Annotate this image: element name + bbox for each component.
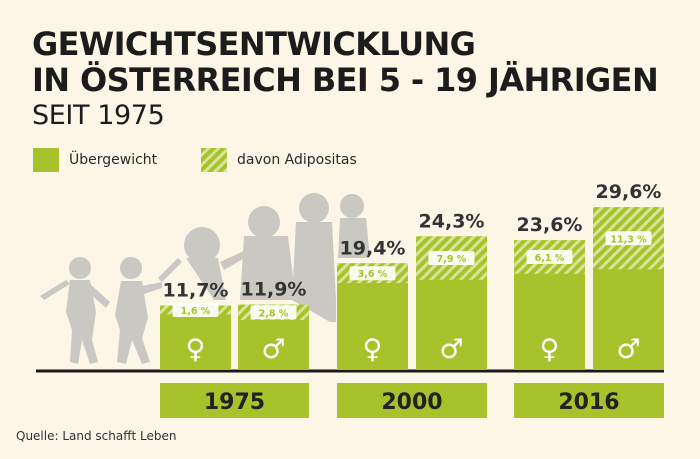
obesity-label-bg [250,305,297,320]
obesity-value-label: 7,9 % [437,254,467,265]
year-box-2016 [514,383,664,418]
female-symbol-icon: ♀ [540,334,560,365]
year-box-1975 [160,383,309,418]
page-subtitle: SEIT 1975 [32,100,165,131]
overweight-value-label: 19,4% [340,237,406,259]
overweight-value-label: 11,9% [241,279,307,301]
legend-swatch-solid [33,148,59,172]
obesity-value-label: 6,1 % [535,253,565,264]
overweight-value-label: 23,6% [517,214,583,236]
overweight-value-label: 29,6% [596,181,662,203]
obesity-label-bg [349,266,396,281]
obesity-label-bg [428,251,475,266]
female-symbol-icon: ♀ [186,334,206,365]
source-note: Quelle: Land schafft Leben [16,429,177,443]
obesity-label-bg [605,231,652,246]
overweight-value-label: 11,7% [163,280,229,302]
obesity-label-bg [172,303,219,318]
bars: 1,6 % 11,7% ♀ 2,8 % 11,9% ♂ 3,6 % 19,4% ♀ 7,9 % 24… [160,181,664,370]
overweight-value-label: 24,3% [419,210,485,232]
legend-label-overweight: Übergewicht [69,152,158,168]
people-silhouettes [40,193,370,364]
obesity-value-label: 11,3 % [610,234,647,245]
legend-label-obesity: davon Adipositas [237,152,357,168]
page-title: GEWICHTSENTWICKLUNG IN ÖSTERREICH BEI 5 … [32,25,659,99]
year-label: 2016 [558,390,619,415]
year-label: 2000 [381,390,442,415]
year-label: 1975 [204,390,265,415]
legend-swatch-hatched [201,148,227,172]
male-symbol-icon: ♂ [261,334,285,365]
title-line-1: GEWICHTSENTWICKLUNG [32,25,476,63]
title-line-2: IN ÖSTERREICH BEI 5 - 19 JÄHRIGEN [32,61,659,99]
male-symbol-icon: ♂ [616,334,640,365]
obesity-value-label: 2,8 % [259,308,289,319]
female-symbol-icon: ♀ [363,334,383,365]
male-symbol-icon: ♂ [439,334,463,365]
year-labels: 1975 2000 2016 [160,383,664,418]
obesity-label-bg [526,249,573,264]
obesity-value-label: 3,6 % [358,269,388,280]
legend-item-overweight: Übergewicht [33,148,157,172]
obesity-value-label: 1,6 % [181,306,211,317]
legend-item-obesity: davon Adipositas [201,148,357,172]
year-box-2000 [337,383,487,418]
